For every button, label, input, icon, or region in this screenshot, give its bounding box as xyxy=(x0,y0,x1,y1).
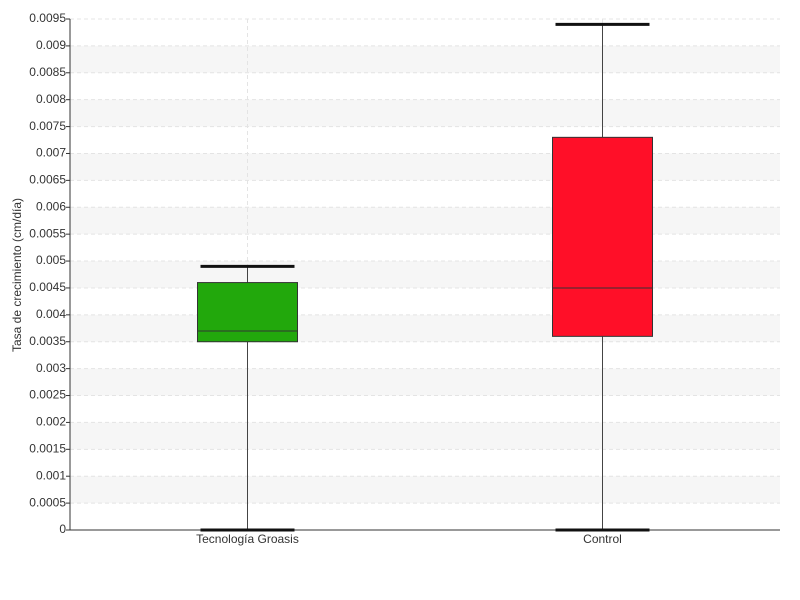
y-axis-label: Tasa de crecimiento (cm/día) xyxy=(10,198,24,352)
y-tick-label: 0.0005 xyxy=(29,495,66,509)
y-tick-label: 0.008 xyxy=(36,92,66,106)
y-tick-label: 0 xyxy=(59,522,66,536)
grid-band xyxy=(70,314,780,342)
grid-band xyxy=(70,476,780,504)
y-tick-label: 0.0095 xyxy=(29,11,66,25)
grid-band xyxy=(70,45,780,73)
y-tick-label: 0.0045 xyxy=(29,280,66,294)
grid-band xyxy=(70,207,780,235)
y-tick-label: 0.002 xyxy=(36,415,66,429)
y-tick-label: 0.0085 xyxy=(29,65,66,79)
grid-band xyxy=(70,368,780,396)
y-tick-label: 0.003 xyxy=(36,361,66,375)
y-tick-label: 0.006 xyxy=(36,199,66,213)
y-tick-label: 0.0055 xyxy=(29,226,66,240)
x-tick-label: Control xyxy=(583,532,622,546)
grid-band xyxy=(70,261,780,288)
y-tick-label: 0.0065 xyxy=(29,173,66,187)
x-tick-label: Tecnología Groasis xyxy=(196,532,299,546)
grid-band xyxy=(70,99,780,127)
grid-band xyxy=(70,422,780,450)
y-tick-label: 0.007 xyxy=(36,146,66,160)
y-tick-label: 0.005 xyxy=(36,253,66,267)
grid-band xyxy=(70,153,780,181)
y-tick-label: 0.009 xyxy=(36,38,66,52)
y-tick-label: 0.0015 xyxy=(29,441,66,455)
y-tick-label: 0.0025 xyxy=(29,388,66,402)
box xyxy=(552,136,653,337)
y-tick-label: 0.0075 xyxy=(29,119,66,133)
box xyxy=(197,282,298,343)
y-tick-label: 0.001 xyxy=(36,468,66,482)
y-tick-label: 0.0035 xyxy=(29,334,66,348)
y-tick-label: 0.004 xyxy=(36,307,66,321)
